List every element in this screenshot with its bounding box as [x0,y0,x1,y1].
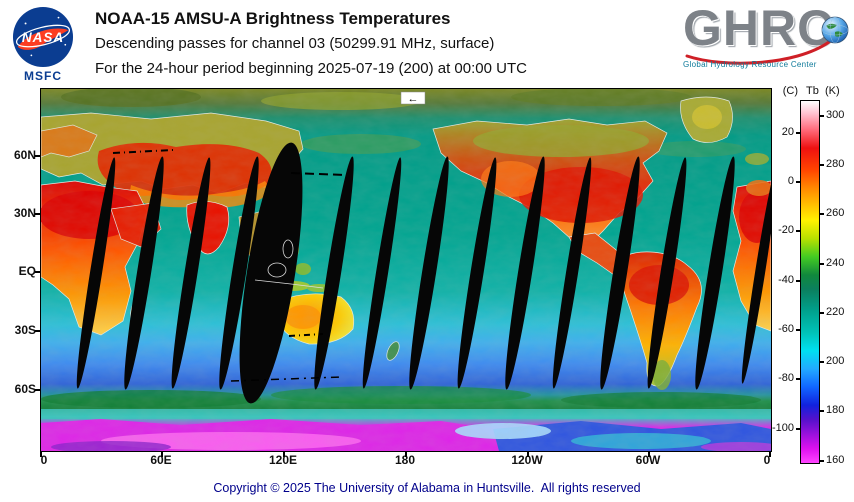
copyright-notice: Copyright © 2025 The University of Alaba… [213,481,641,495]
tick-mark [161,452,163,457]
tick-mark [769,452,771,457]
lat-label-60s: 60S [14,382,36,396]
tick-mark [35,389,40,391]
kelvin-tick-label: 300 [826,109,845,121]
tick-mark [820,115,824,117]
lon-label-120e: 120E [268,453,298,467]
colorbar-kelvin-unit: Tb (K) [806,85,840,97]
tick-mark [35,155,40,157]
tick-mark [796,181,800,183]
nasa-wordmark: NASA [22,30,64,45]
celsius-tick-label: -60 [778,323,794,335]
kelvin-tick-label: 200 [826,355,845,367]
tick-mark [820,213,824,215]
noise-texture [41,89,771,451]
celsius-tick-label: 0 [787,175,794,187]
lon-label-0e: 0 [40,453,48,467]
tick-mark [35,213,40,215]
period-subtitle: For the 24-hour period beginning 2025-07… [95,60,527,77]
kelvin-tick-label: 280 [826,158,845,170]
world-map-visualization: ← [41,89,771,451]
scanline-artifacts [112,149,348,382]
celsius-tick-label: -100 [771,422,794,434]
page-title: NOAA-15 AMSU-A Brightness Temperatures [95,9,451,28]
celsius-tick-label: 20 [781,126,794,138]
pass-start-arrow-icon: ← [408,93,419,105]
tick-mark [648,452,650,457]
tick-mark [796,428,800,430]
brightness-temperature-map: ← [40,88,772,452]
lon-label-60e: 60E [150,453,172,467]
temperature-colorbar [800,100,820,464]
celsius-tick-label: -40 [778,274,794,286]
ghrc-tagline: Global Hydrology Resource Center [683,60,817,69]
tick-mark [796,329,800,331]
kelvin-tick-label: 240 [826,257,845,269]
kelvin-tick-label: 160 [826,454,845,466]
tick-mark [40,452,42,457]
kelvin-tick-label: 220 [826,306,845,318]
tick-mark [820,361,824,363]
kelvin-tick-label: 180 [826,404,845,416]
colorbar-celsius-unit: (C) [782,85,798,97]
coastline-overlay [254,239,324,289]
tick-mark [796,230,800,232]
tick-mark [796,378,800,380]
channel-subtitle: Descending passes for channel 03 (50299.… [95,35,495,52]
tick-mark [283,452,285,457]
tick-mark [820,410,824,412]
tick-mark [820,312,824,314]
globe-icon [821,16,849,44]
tick-mark [405,452,407,457]
msfc-label: MSFC [24,69,62,83]
tick-mark [820,460,824,462]
tick-mark [820,164,824,166]
lat-label-60n: 60N [13,148,36,162]
data-gap-swaths [76,142,771,404]
lon-label-120w: 120W [511,453,543,467]
kelvin-tick-label: 260 [826,207,845,219]
pass-start-marker: ← [400,91,426,105]
tick-mark [820,263,824,265]
tick-mark [35,330,40,332]
ghrc-wordmark: GHRC [683,0,835,56]
lat-label-30n: 30N [13,206,36,220]
tick-mark [35,271,40,273]
tick-mark [796,280,800,282]
nasa-logo: NASA [12,6,74,68]
lon-label-0w: 0 [763,453,771,467]
lat-label-eq: EQ [18,264,36,278]
lat-label-30s: 30S [14,323,36,337]
lon-label-60w: 60W [635,453,661,467]
celsius-tick-label: -20 [778,224,794,236]
tick-mark [527,452,529,457]
celsius-tick-label: -80 [778,372,794,384]
nasa-insignia-icon: NASA [12,6,74,68]
ghrc-logo: GHRC Global Hydrology Resource Center [683,0,849,84]
lon-label-180: 180 [394,453,416,467]
tick-mark [796,132,800,134]
